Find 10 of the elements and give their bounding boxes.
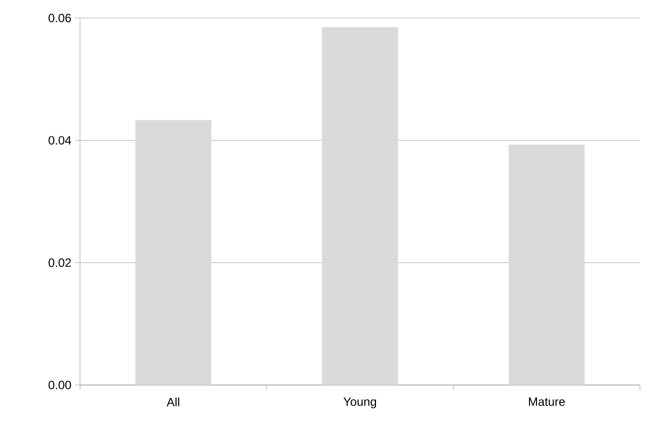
y-tick-label: 0.04 (48, 136, 72, 145)
y-tick-label: 0.02 (48, 258, 71, 267)
bar (322, 27, 398, 385)
bar (508, 144, 585, 385)
y-tick-label: 0.00 (48, 380, 72, 390)
y-tick-label: 0.06 (48, 14, 71, 22)
bar (135, 120, 212, 385)
x-tick-label: All (166, 398, 180, 406)
x-tick-label: Mature (528, 398, 565, 406)
x-tick-label: Young (343, 398, 376, 408)
